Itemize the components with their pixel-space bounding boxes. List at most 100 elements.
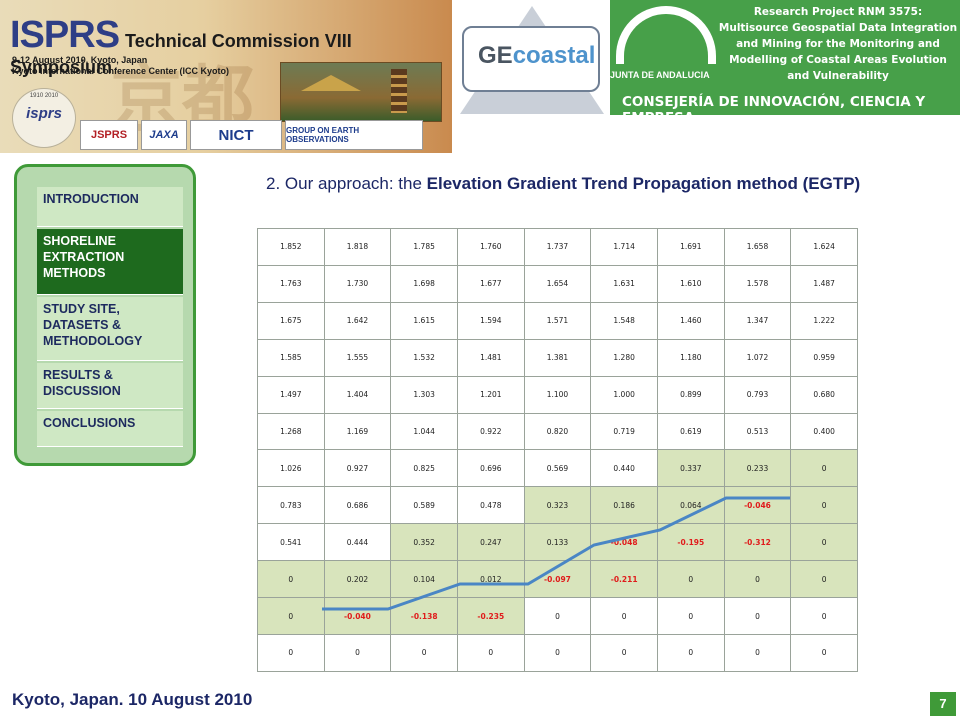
grid-cell: 0 xyxy=(257,560,325,599)
gecoastal-suffix: coastal xyxy=(512,42,596,69)
grid-cell: 1.631 xyxy=(590,264,658,303)
grid-cell: 1.737 xyxy=(523,228,592,266)
grid-cell: 1.818 xyxy=(323,228,392,266)
grid-cell: 1.044 xyxy=(390,412,458,451)
grid-cell: 0.719 xyxy=(590,412,658,451)
grid-cell: 1.691 xyxy=(656,228,725,266)
grid-cell: 0 xyxy=(257,633,325,673)
grid-cell: -0.046 xyxy=(723,486,792,525)
temple-roof xyxy=(301,75,361,91)
grid-cell: 0 xyxy=(257,597,325,635)
grid-cell: 1.303 xyxy=(390,375,458,414)
grid-cell: 1.785 xyxy=(390,228,458,266)
grid-cell: 1.763 xyxy=(257,264,325,303)
grid-cell: 0 xyxy=(723,560,792,599)
grid-cell: 0 xyxy=(790,486,858,525)
page-number: 7 xyxy=(930,692,956,716)
elevation-grid: 1.852 1.818 1.785 1.760 1.737 1.714 1.691 1.658… xyxy=(257,228,858,673)
nav-item-conclusions[interactable]: CONCLUSIONS xyxy=(37,411,183,447)
grid-cell: 0.513 xyxy=(723,412,792,451)
grid-cell: 0.104 xyxy=(390,560,458,599)
grid-cell: 1.169 xyxy=(323,412,392,451)
grid-row: 1.026 0.927 0.825 0.696 0.569 0.440 0.337 0.233… xyxy=(257,449,858,488)
grid-cell: 1.481 xyxy=(456,338,525,377)
temple-photo xyxy=(280,62,442,122)
gecoastal-box xyxy=(462,26,600,92)
grid-cell: -0.040 xyxy=(323,597,392,635)
heading-method-name: Elevation Gradient Trend Propagation met… xyxy=(426,174,861,193)
grid-cell: 0.400 xyxy=(790,412,858,451)
banner-brand: ISPRS xyxy=(10,14,120,56)
nav-item-results-discussion[interactable]: RESULTS & DISCUSSION xyxy=(37,363,183,409)
grid-cell: 1.268 xyxy=(257,412,325,451)
grid-cell: -0.211 xyxy=(590,560,658,599)
grid-cell: -0.097 xyxy=(523,560,592,599)
junta-arch-icon xyxy=(616,6,716,64)
grid-cell: 1.675 xyxy=(257,301,325,340)
grid-cell: 0 xyxy=(656,560,725,599)
grid-cell: 0.793 xyxy=(723,375,792,414)
grid-cell: 0.186 xyxy=(590,486,658,525)
grid-cell: -0.235 xyxy=(456,597,525,635)
grid-cell: 1.347 xyxy=(723,301,792,340)
banner-title-rest: Technical Commission VIII Symposium xyxy=(10,31,352,77)
grid-cell: 1.548 xyxy=(590,301,658,340)
banner-date-line: 9-12 August 2010, Kyoto, Japan xyxy=(12,55,148,65)
grid-cell: 0.064 xyxy=(656,486,725,525)
grid-cell: 1.555 xyxy=(323,338,392,377)
grid-cell: 0.337 xyxy=(656,449,725,488)
grid-cell: 0.820 xyxy=(523,412,592,451)
grid-cell: 1.730 xyxy=(323,264,392,303)
grid-cell: 0.478 xyxy=(456,486,525,525)
isprs-logo-years: 1910 2010 xyxy=(29,93,59,99)
grid-cell: 0 xyxy=(723,597,792,635)
grid-cell: 0 xyxy=(790,449,858,488)
nav-item-introduction[interactable]: INTRODUCTION xyxy=(37,187,183,227)
grid-cell: 1.487 xyxy=(790,264,858,303)
grid-row: 0 -0.040 -0.138 -0.235 0 0 0 0 0 xyxy=(257,597,858,635)
grid-cell: 0.899 xyxy=(656,375,725,414)
grid-cell: 1.852 xyxy=(257,228,325,266)
grid-cell: 0.959 xyxy=(790,338,858,377)
grid-cell: 0.444 xyxy=(323,523,392,562)
grid-cell: 1.280 xyxy=(590,338,658,377)
grid-cell: 1.404 xyxy=(323,375,392,414)
grid-cell: 1.642 xyxy=(323,301,392,340)
footer-location-date: Kyoto, Japan. 10 August 2010 xyxy=(12,690,253,709)
gecoastal-prefix: GE xyxy=(478,42,513,69)
grid-cell: 1.497 xyxy=(257,375,325,414)
grid-cell: 1.714 xyxy=(590,228,658,266)
grid-cell: 0 xyxy=(723,633,792,673)
grid-cell: 1.381 xyxy=(523,338,592,377)
grid-cell: 0 xyxy=(790,597,858,635)
isprs-logo: 1910 2010 isprs xyxy=(12,88,76,148)
grid-cell: -0.138 xyxy=(390,597,458,635)
banner-venue-line: Kyoto International Conference Center (I… xyxy=(12,66,230,76)
grid-cell: 1.624 xyxy=(790,228,858,266)
grid-cell: 0.696 xyxy=(456,449,525,488)
banner-dates: 9-12 August 2010, Kyoto, Japan Kyoto Int… xyxy=(12,55,229,77)
grid-cell: 0.619 xyxy=(656,412,725,451)
research-project-text: Research Project RNM 3575: Multisource G… xyxy=(716,4,960,84)
grid-cell: 0.541 xyxy=(257,523,325,562)
grid-row: 1.585 1.555 1.532 1.481 1.381 1.280 1.180 1.072… xyxy=(257,338,858,377)
research-line: and Vulnerability xyxy=(787,70,889,82)
nav-item-shoreline-extraction-methods[interactable]: SHORELINE EXTRACTION METHODS xyxy=(37,229,183,295)
section-nav: INTRODUCTION SHORELINE EXTRACTION METHOD… xyxy=(14,164,196,466)
research-line: Multisource Geospatial Data Integration xyxy=(718,22,958,34)
grid-cell: 0.783 xyxy=(257,486,325,525)
grid-cell: 1.615 xyxy=(390,301,458,340)
grid-cell: 0.202 xyxy=(323,560,392,599)
nict-logo: NICT xyxy=(190,120,282,150)
grid-cell: -0.195 xyxy=(656,523,725,562)
consejeria-label: CONSEJERÍA DE INNOVACIÓN, CIENCIA Y EMPR… xyxy=(622,94,926,126)
grid-cell: 1.180 xyxy=(656,338,725,377)
geo-logo: GROUP ON EARTH OBSERVATIONS xyxy=(285,120,423,150)
banner-title: ISPRS Technical Commission VIII Symposium xyxy=(10,14,452,78)
grid-cell: 0.686 xyxy=(323,486,392,525)
nav-item-study-site[interactable]: STUDY SITE, DATASETS & METHODOLOGY xyxy=(37,297,183,361)
grid-cell: 0 xyxy=(790,523,858,562)
grid-cell: -0.312 xyxy=(723,523,792,562)
grid-cell: 0 xyxy=(523,633,592,673)
